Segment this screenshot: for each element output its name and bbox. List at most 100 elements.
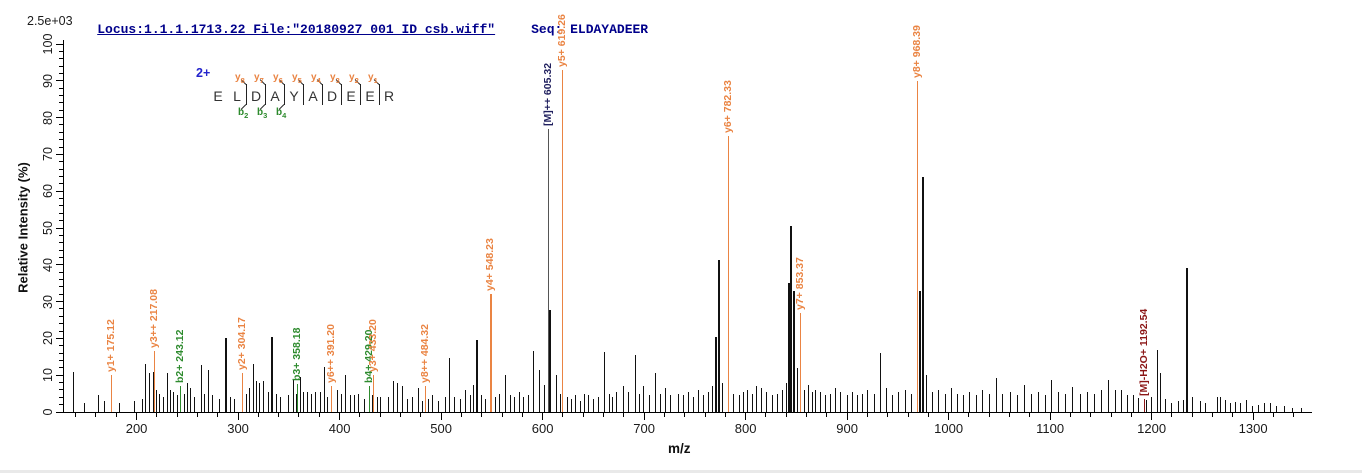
spectrum-peak	[1010, 391, 1011, 412]
spectrum-peak	[438, 400, 439, 412]
x-minor-tick	[684, 413, 686, 417]
y-minor-tick	[59, 323, 63, 325]
spectrum-peak	[1138, 398, 1139, 412]
spectrum-peak	[1127, 395, 1128, 412]
spectrum-peak	[815, 389, 816, 412]
residue-boundary: y2	[349, 72, 363, 106]
spectrum-peak	[249, 388, 250, 412]
spectrum-peak	[857, 395, 858, 412]
y-minor-tick	[59, 367, 63, 369]
spectrum-peak	[722, 382, 723, 412]
spectrum-peak	[320, 391, 321, 412]
spectrum-peak	[293, 379, 294, 412]
ion-label: y4+ 548.23	[484, 238, 496, 291]
x-minor-tick	[460, 413, 462, 417]
x-minor-tick	[1110, 413, 1112, 417]
annotated-peak	[180, 386, 181, 412]
spectrum-peak	[938, 389, 939, 412]
spectrum-peak	[1087, 391, 1088, 412]
spectrum-peak	[982, 389, 983, 412]
x-minor-tick	[1029, 413, 1031, 417]
spectrum-peak	[1240, 402, 1241, 412]
spectrum-peak	[612, 397, 613, 412]
y-minor-tick	[59, 249, 63, 251]
x-minor-tick	[806, 413, 807, 417]
y-minor-tick	[59, 389, 63, 391]
spectrum-peak	[510, 395, 511, 412]
x-minor-tick	[1232, 413, 1234, 417]
y-minor-tick	[59, 352, 63, 354]
spectrum-peak	[567, 397, 568, 412]
x-minor-tick	[156, 413, 158, 417]
y-minor-tick	[59, 87, 63, 89]
cleavage-mark	[246, 84, 247, 105]
spectrum-peak	[1264, 402, 1265, 412]
residue-letter: D	[250, 88, 262, 104]
cleavage-mark	[322, 84, 323, 105]
y-minor-tick	[59, 175, 63, 177]
y-tick-label: 50	[41, 221, 55, 235]
spectrum-peak	[1186, 268, 1188, 412]
x-minor-tick	[663, 413, 665, 417]
spectrum-peak	[655, 373, 656, 412]
ion-label: y8+ 968.39	[911, 25, 923, 78]
spectrum-peak	[804, 389, 805, 412]
x-minor-tick	[176, 413, 178, 417]
x-minor-tick	[196, 413, 198, 417]
x-minor-tick	[420, 413, 422, 417]
y-minor-tick	[59, 168, 63, 170]
spectrum-peak	[766, 392, 767, 412]
spectrum-peak	[300, 377, 301, 412]
spectrum-peak	[584, 393, 585, 412]
spectrum-peak	[761, 388, 762, 412]
spectrum-peak	[1002, 393, 1003, 412]
spectrum-peak	[643, 386, 644, 412]
annotated-peak	[369, 386, 370, 412]
spectrum-peak	[454, 397, 455, 412]
ion-label: y8++ 484.32	[419, 324, 431, 383]
x-minor-tick	[887, 413, 889, 417]
y-tick-label: 30	[41, 294, 55, 309]
spectrum-peak	[499, 393, 500, 412]
x-major-tick	[745, 413, 747, 420]
x-minor-tick	[582, 413, 584, 417]
y-major-tick	[56, 301, 63, 303]
x-tick-label: 300	[227, 421, 249, 436]
residue-boundary: y1	[368, 72, 382, 106]
y-ion-tag: y4	[311, 72, 321, 85]
spectrum-peak	[703, 395, 704, 412]
residue-boundary: y8 b2	[235, 72, 249, 120]
spectrum-peak	[571, 399, 572, 412]
spectrum-peak	[1284, 406, 1285, 412]
spectrum-peak	[752, 393, 753, 412]
x-minor-tick	[907, 413, 909, 417]
spectrum-peak	[288, 395, 289, 412]
spectrum-peak	[609, 393, 610, 412]
spectrum-peak	[505, 375, 506, 412]
spectrum-peak	[204, 393, 205, 412]
annotated-peak	[728, 136, 729, 412]
spectrum-peak	[808, 385, 809, 412]
spectrum-peak	[358, 393, 359, 412]
spectrum-peak	[739, 395, 740, 412]
x-minor-tick	[704, 413, 706, 417]
x-axis-title: m/z	[668, 441, 691, 456]
spectrum-peak	[911, 393, 912, 412]
b-ion-tag: b3	[257, 107, 268, 120]
x-minor-tick	[1272, 413, 1274, 417]
y-minor-tick	[59, 50, 63, 52]
spectrum-peak	[523, 397, 524, 412]
spectrum-peak	[1121, 389, 1122, 412]
residue-boundary	[225, 86, 230, 106]
spectrum-peak	[539, 370, 540, 412]
cleavage-mark	[379, 84, 380, 105]
y-minor-tick	[59, 382, 63, 384]
spectrum-peak	[234, 399, 235, 412]
y-minor-tick	[59, 124, 63, 126]
spectrum-peak	[628, 392, 629, 412]
spectrum-peak	[73, 371, 74, 412]
spectrum-peak	[639, 393, 640, 412]
spectrum-peak	[649, 395, 650, 412]
ion-label: y7+ 853.37	[794, 257, 806, 310]
spectrum-peak	[1270, 402, 1271, 412]
